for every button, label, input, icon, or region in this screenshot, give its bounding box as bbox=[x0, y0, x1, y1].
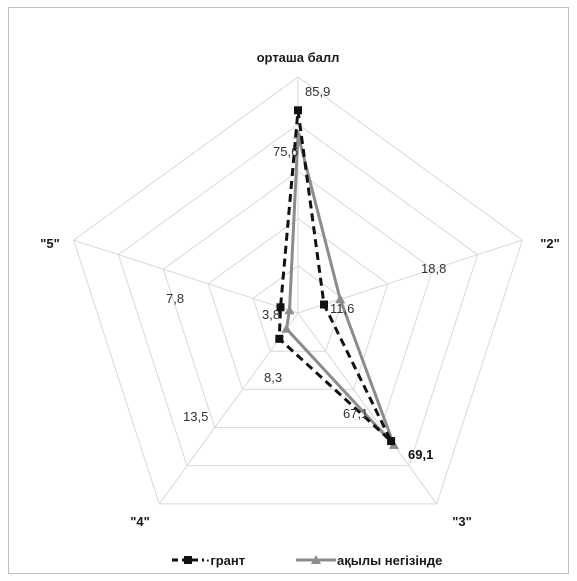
value-label-grant-average: 85,9 bbox=[305, 84, 330, 99]
data-point-grant-1 bbox=[294, 106, 302, 115]
chart-frame bbox=[8, 7, 569, 574]
axis-spoke-2 bbox=[297, 239, 523, 314]
category-label-4: "4" bbox=[130, 514, 150, 529]
value-label-grant-2: 11,6 bbox=[330, 301, 354, 316]
value-label-grant-3: 67,1 bbox=[343, 406, 368, 421]
data-point-grant-2 bbox=[320, 300, 328, 309]
category-label-average: орташа балл bbox=[257, 50, 340, 65]
radar-grid bbox=[73, 76, 523, 505]
category-label-2: "2" bbox=[540, 236, 560, 251]
value-label-grant-5: 7,8 bbox=[166, 291, 184, 306]
grid-ring-5 bbox=[73, 76, 523, 505]
data-point-grant-5 bbox=[276, 303, 285, 312]
legend-label-grant: ·грант bbox=[206, 553, 245, 568]
legend-label-paid: ақылы негізінде bbox=[337, 553, 442, 568]
axis-spoke-4 bbox=[158, 312, 299, 505]
value-label-paid-4: 8,3 bbox=[264, 370, 282, 385]
legend-swatch-grant-marker bbox=[184, 556, 192, 564]
axis-spoke-5 bbox=[73, 239, 299, 314]
series-layer bbox=[275, 106, 399, 449]
value-label-grant-4: 13,5 bbox=[183, 409, 208, 424]
legend-item-grant: ·грант bbox=[172, 553, 245, 568]
series-line-paid bbox=[285, 133, 396, 447]
category-labels: орташа балл "2" "3" "4" "5" bbox=[40, 50, 560, 529]
value-label-paid-5: 3,8 bbox=[262, 307, 280, 322]
axis-spoke-3 bbox=[297, 312, 438, 505]
data-point-grant-3 bbox=[387, 437, 396, 446]
value-label-paid-average: 75,6 bbox=[273, 144, 298, 159]
series-line-grant bbox=[277, 108, 393, 443]
data-point-grant-4 bbox=[275, 334, 284, 343]
legend-swatch-paid-marker bbox=[311, 555, 321, 564]
legend: ·грант ақылы негізінде bbox=[172, 553, 442, 568]
category-label-3: "3" bbox=[452, 514, 472, 529]
grid-ring-2 bbox=[207, 217, 389, 390]
data-point-paid-2 bbox=[335, 294, 346, 304]
grid-ring-4 bbox=[117, 123, 479, 467]
value-label-paid-2: 18,8 bbox=[421, 261, 446, 276]
category-label-5: "5" bbox=[40, 236, 60, 251]
data-point-paid-4 bbox=[281, 323, 292, 333]
legend-item-paid: ақылы негізінде bbox=[296, 553, 442, 568]
grid-ring-3 bbox=[162, 170, 434, 429]
value-labels: 85,9 11,6 67,1 13,5 7,8 75,6 18,8 69,1 8… bbox=[166, 84, 446, 462]
value-label-paid-3: 69,1 bbox=[408, 447, 433, 462]
grid-ring-1 bbox=[252, 265, 344, 352]
data-point-paid-5 bbox=[284, 305, 295, 315]
